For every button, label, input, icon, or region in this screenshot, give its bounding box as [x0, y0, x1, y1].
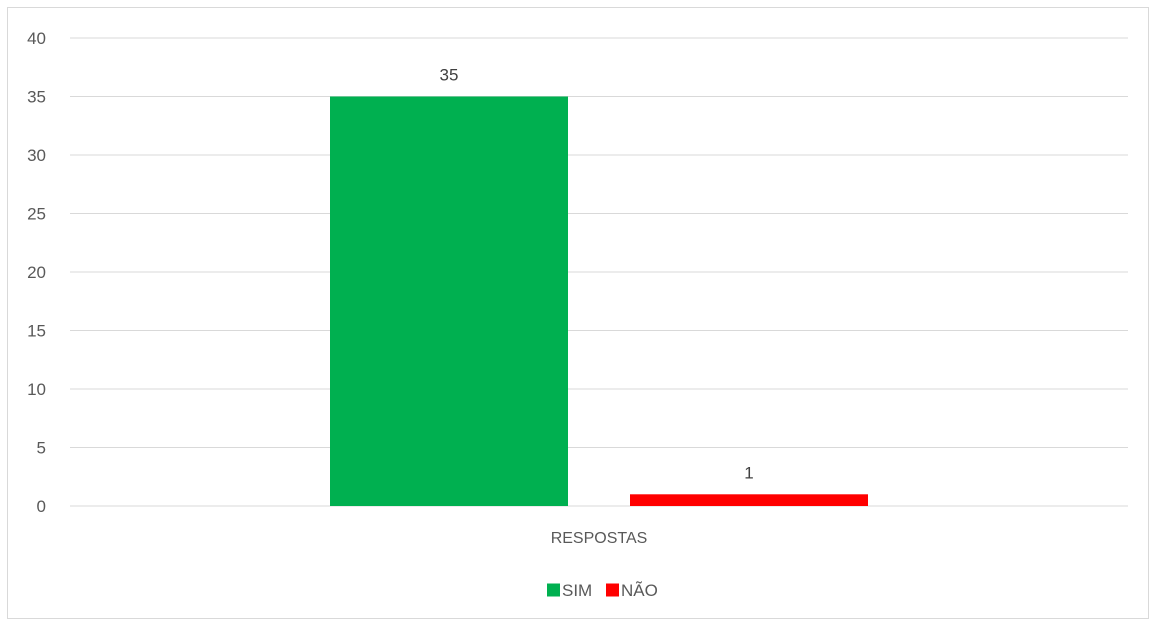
- legend-label-sim: SIM: [562, 581, 592, 600]
- y-tick-label-30: 30: [27, 146, 46, 165]
- legend-label-nao: NÃO: [621, 581, 658, 600]
- y-tick-label-35: 35: [27, 88, 46, 107]
- y-axis-ticks: 0 5 10 15 20 25 30 35 40: [27, 29, 46, 516]
- legend-swatch-nao: [606, 583, 619, 597]
- y-tick-label-5: 5: [37, 439, 46, 458]
- data-labels: 35 1: [440, 66, 754, 483]
- y-tick-label-40: 40: [27, 29, 46, 48]
- category-labels: RESPOSTAS: [551, 530, 648, 547]
- y-tick-label-15: 15: [27, 322, 46, 341]
- y-tick-label-25: 25: [27, 205, 46, 224]
- data-label-sim: 35: [440, 66, 459, 85]
- legend: SIM NÃO: [547, 581, 658, 600]
- y-tick-label-10: 10: [27, 380, 46, 399]
- y-tick-label-20: 20: [27, 263, 46, 282]
- chart-frame: [7, 7, 1149, 619]
- legend-swatch-sim: [547, 583, 560, 597]
- bars: [330, 96, 868, 506]
- y-tick-label-0: 0: [37, 497, 46, 516]
- bar-sim: [330, 96, 568, 506]
- gridlines: [70, 37, 1128, 507]
- data-label-nao: 1: [744, 463, 753, 482]
- category-label: RESPOSTAS: [551, 530, 648, 547]
- bar-nao: [630, 494, 868, 506]
